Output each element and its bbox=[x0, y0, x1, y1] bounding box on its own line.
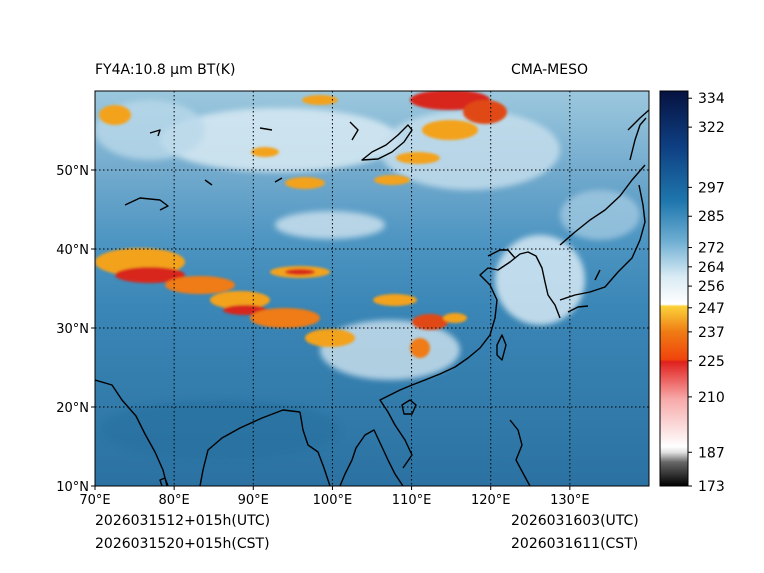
chart-title: FY4A:10.8 μm BT(K) bbox=[95, 62, 236, 78]
valid-time-cst: 2026031520+015h(CST) bbox=[95, 536, 270, 552]
lon-tick-label: 130°E bbox=[550, 493, 590, 508]
indochina-coastline bbox=[299, 384, 413, 486]
colorbar-tick-label: 322 bbox=[698, 120, 725, 136]
coastlines bbox=[95, 109, 649, 486]
taiwan-coastline bbox=[496, 334, 507, 361]
russia-coastline bbox=[559, 109, 649, 246]
colorbar-tick-label: 256 bbox=[698, 279, 725, 295]
lat-tick-label: 20°N bbox=[56, 401, 89, 416]
cold-cloud-tops bbox=[95, 91, 507, 358]
india-coastline bbox=[95, 379, 301, 486]
colorbar-tick-label: 334 bbox=[698, 91, 725, 107]
china-coastline bbox=[411, 249, 561, 386]
lake-baikal bbox=[361, 124, 413, 161]
balkhash-lake bbox=[124, 197, 169, 211]
lat-tick-label: 30°N bbox=[56, 322, 89, 337]
colorbar-tick-label: 173 bbox=[698, 479, 725, 495]
sri-lanka-coastline bbox=[159, 477, 169, 486]
init-time-cst: 2026031611(CST) bbox=[511, 536, 639, 552]
hainan-coastline bbox=[401, 399, 417, 415]
colorbar-tick-label: 264 bbox=[698, 260, 725, 276]
model-name: CMA-MESO bbox=[511, 62, 589, 78]
colorbar-tick-label: 297 bbox=[698, 180, 725, 196]
sakhalin-coastline bbox=[629, 117, 647, 161]
lat-tick-label: 40°N bbox=[56, 243, 89, 258]
lon-tick-label: 70°E bbox=[79, 493, 110, 508]
japan-coastline bbox=[559, 184, 646, 313]
colorbar-tick-label: 285 bbox=[698, 209, 725, 225]
lat-tick-label: 10°N bbox=[56, 480, 89, 495]
init-time-utc: 2026031603(UTC) bbox=[511, 513, 639, 529]
lon-tick-label: 120°E bbox=[471, 493, 511, 508]
lon-tick-label: 90°E bbox=[238, 493, 269, 508]
valid-time-utc: 2026031512+015h(UTC) bbox=[95, 513, 271, 529]
colorbar-tick-label: 187 bbox=[698, 445, 725, 461]
colorbar: 173 187 210 225 237 247 256 264 272 285 297 322 334 bbox=[659, 90, 725, 495]
philippines-coastline bbox=[509, 419, 531, 486]
colorbar-tick-label: 247 bbox=[698, 301, 725, 317]
colorbar-tick-label: 210 bbox=[698, 390, 725, 406]
colorbar-tick-label: 225 bbox=[698, 354, 725, 370]
lon-tick-label: 110°E bbox=[392, 493, 432, 508]
inland-lakes bbox=[149, 121, 359, 186]
colorbar-tick-label: 237 bbox=[698, 325, 725, 341]
colorbar-scale bbox=[659, 90, 689, 487]
map-gridlines bbox=[95, 91, 649, 486]
lon-axis: 70°E 80°E 90°E 100°E 110°E 120°E 130°E bbox=[79, 486, 590, 508]
colorbar-tick-label: 272 bbox=[698, 241, 725, 257]
lat-tick-label: 50°N bbox=[56, 164, 89, 179]
map-frame bbox=[94, 90, 650, 487]
lat-axis: 10°N 20°N 30°N 40°N 50°N bbox=[56, 164, 95, 495]
map-imagery bbox=[95, 91, 649, 486]
lon-tick-label: 100°E bbox=[313, 493, 353, 508]
lon-tick-label: 80°E bbox=[159, 493, 190, 508]
